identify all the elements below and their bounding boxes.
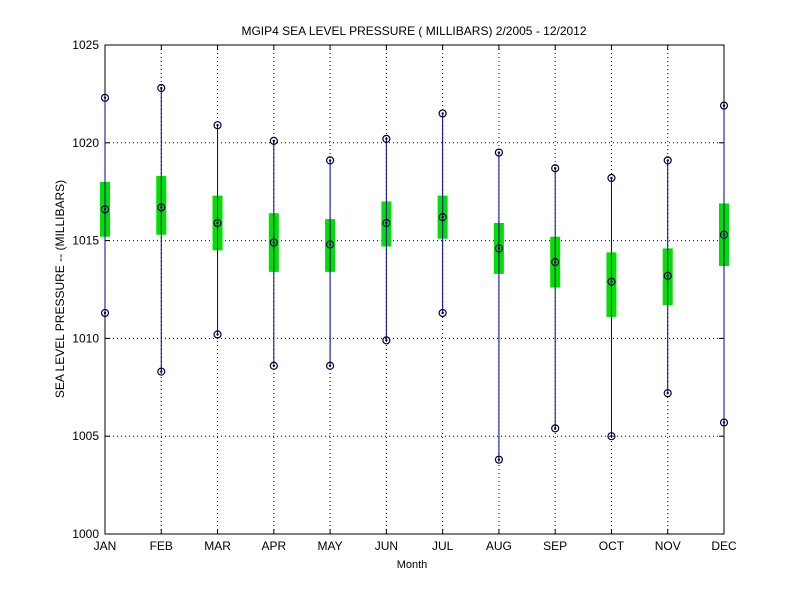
x-tick-label: APR — [261, 539, 286, 553]
x-axis: JAN FEB MAR APR MAY JUN JUL AUG SEP OCT NOV DEC — [94, 45, 737, 553]
mean-marker — [494, 244, 504, 253]
mean-marker — [382, 218, 391, 228]
max-marker — [100, 93, 110, 102]
min-marker — [325, 361, 335, 370]
min-marker — [269, 361, 278, 370]
x-tick-label: OCT — [599, 539, 625, 553]
x-tick-label: MAR — [204, 539, 231, 553]
max-marker — [551, 164, 560, 173]
y-tick-label: 1010 — [72, 331, 99, 345]
max-marker — [157, 83, 166, 93]
y-tick-label: 1005 — [72, 429, 99, 443]
max-marker — [438, 109, 447, 118]
y-tick-label: 1000 — [72, 527, 99, 541]
x-axis-label: Month — [397, 559, 428, 571]
y-tick-label: 1025 — [72, 38, 99, 52]
x-tick-label: JUN — [375, 539, 398, 553]
min-marker — [157, 367, 166, 376]
mean-marker — [213, 218, 222, 228]
max-marker — [213, 121, 222, 130]
min-marker — [719, 418, 729, 427]
mean-marker — [157, 203, 166, 212]
max-marker — [382, 134, 391, 143]
max-marker — [269, 136, 278, 145]
mean-marker — [607, 277, 616, 286]
mean-marker — [551, 258, 560, 267]
y-axis: 1000 1005 1010 1015 1020 1025 — [72, 38, 724, 541]
min-marker — [663, 389, 672, 398]
x-tick-label: FEB — [150, 539, 173, 553]
mean-marker — [663, 271, 672, 280]
x-tick-label: JAN — [94, 539, 117, 553]
mean-marker — [719, 230, 729, 239]
x-tick-label: DEC — [711, 539, 737, 553]
mean-marker — [100, 205, 110, 214]
max-marker — [663, 156, 672, 165]
mean-marker — [438, 213, 447, 222]
x-tick-label: NOV — [655, 539, 681, 553]
max-marker — [719, 101, 729, 110]
x-tick-label: SEP — [543, 539, 567, 553]
grid — [105, 45, 724, 534]
x-tick-label: JUL — [432, 539, 454, 553]
y-axis-label: SEA LEVEL PRESSURE -- (MILLIBARS) — [53, 180, 67, 398]
mean-marker — [269, 238, 278, 247]
min-marker — [382, 336, 391, 345]
y-tick-label: 1015 — [72, 234, 99, 248]
x-tick-label: AUG — [486, 539, 512, 553]
max-marker — [325, 156, 335, 165]
plot-marks — [100, 83, 729, 464]
x-tick-label: MAY — [318, 539, 343, 553]
mean-marker — [325, 240, 335, 249]
chart-title: MGIP4 SEA LEVEL PRESSURE ( MILLIBARS) 2/… — [241, 24, 586, 38]
y-tick-label: 1020 — [72, 136, 99, 150]
max-marker — [607, 173, 616, 183]
min-marker — [213, 330, 222, 339]
max-marker — [494, 148, 504, 157]
min-marker — [100, 308, 110, 318]
min-marker — [607, 432, 616, 441]
min-marker — [494, 455, 504, 464]
plot-area — [104, 44, 725, 535]
min-marker — [551, 424, 560, 433]
min-marker — [438, 308, 447, 318]
